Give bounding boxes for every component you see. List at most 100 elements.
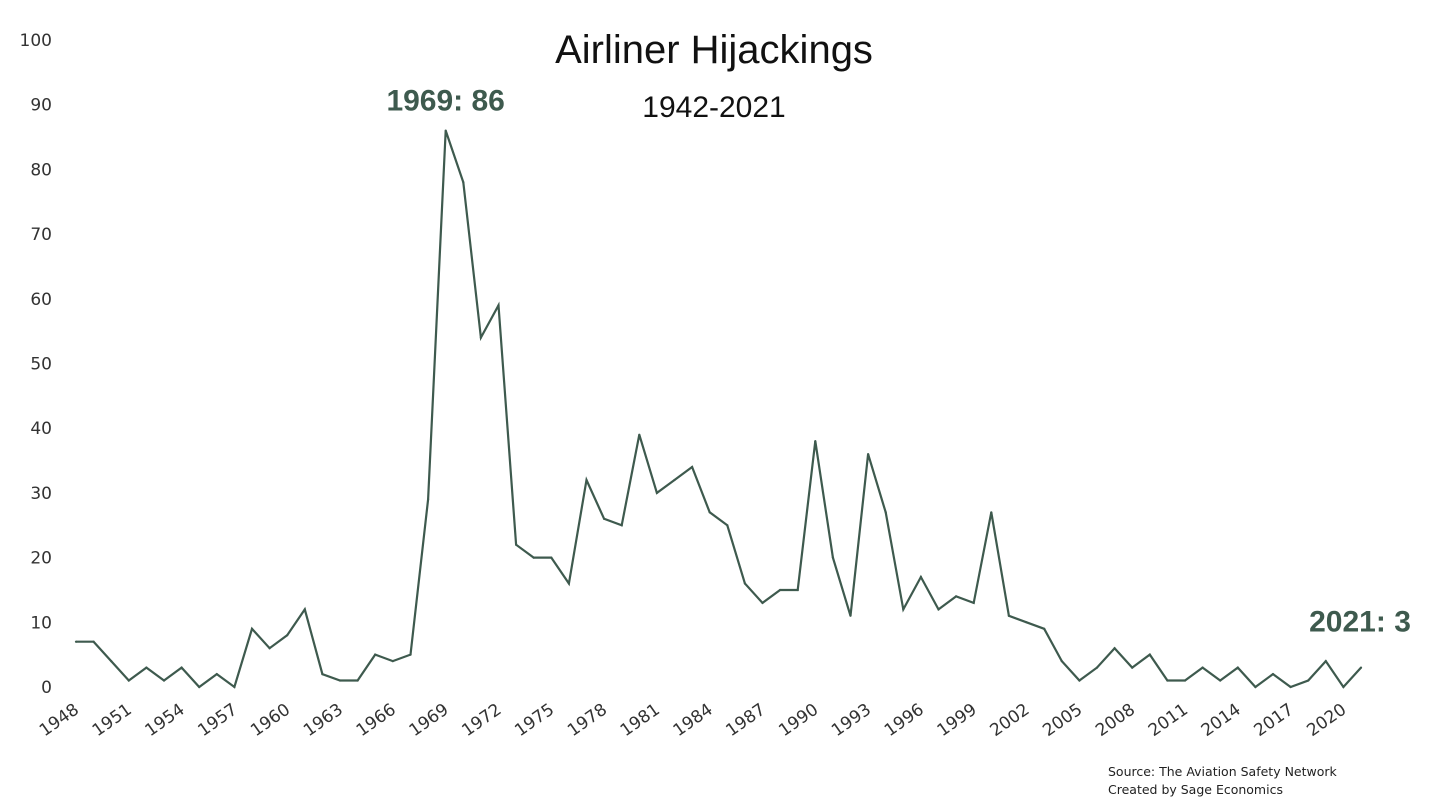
data-point <box>691 465 694 469</box>
x-tick-label: 1981 <box>617 700 664 741</box>
data-point <box>1201 666 1204 669</box>
data-point <box>1271 673 1275 676</box>
data-point <box>1060 660 1063 663</box>
y-tick-label: 70 <box>30 225 52 245</box>
data-point <box>1289 685 1292 689</box>
y-tick-label: 30 <box>30 484 52 504</box>
data-point <box>1254 685 1257 689</box>
data-point <box>74 640 78 643</box>
data-point <box>1078 679 1081 682</box>
data-point <box>1219 679 1222 682</box>
data-point <box>867 453 870 456</box>
data-point <box>1043 627 1046 630</box>
x-tick-label: 1987 <box>722 700 769 741</box>
data-point <box>127 679 130 682</box>
data-point <box>532 556 535 559</box>
data-point <box>444 129 447 132</box>
data-point <box>303 608 306 611</box>
x-tick-label: 1951 <box>89 700 136 741</box>
data-point <box>849 614 852 617</box>
chart-subtitle: 1942-2021 <box>642 91 785 124</box>
data-point <box>902 608 905 611</box>
x-tick-label: 2020 <box>1303 700 1350 741</box>
data-point <box>1359 666 1363 669</box>
x-tick-label: 1948 <box>36 700 83 741</box>
data-point <box>427 498 430 501</box>
data-point <box>638 433 641 436</box>
data-point <box>356 679 359 682</box>
data-point <box>374 653 377 656</box>
data-point <box>268 647 271 650</box>
x-tick-label: 1954 <box>142 700 189 741</box>
x-tick-label: 2011 <box>1145 700 1192 741</box>
data-point <box>321 673 324 676</box>
data-point <box>1007 614 1011 617</box>
x-tick-label: 1978 <box>564 700 611 741</box>
data-point <box>726 524 729 527</box>
data-point <box>497 304 500 307</box>
data-point <box>955 595 958 598</box>
source-note: Source: The Aviation Safety Network <box>1108 764 1338 779</box>
data-point <box>338 679 342 682</box>
data-point <box>1166 679 1169 682</box>
data-point <box>673 478 676 482</box>
data-point <box>1324 660 1327 663</box>
data-point <box>1307 679 1310 682</box>
data-point <box>1236 666 1239 669</box>
x-tick-label: 1969 <box>406 700 453 741</box>
x-tick-label: 1990 <box>775 700 822 741</box>
series-layer <box>74 129 1363 689</box>
data-point <box>180 666 183 669</box>
data-point <box>92 640 95 643</box>
data-point <box>708 511 711 514</box>
x-tick-label: 2014 <box>1198 700 1245 741</box>
data-point <box>391 660 394 663</box>
data-point <box>814 440 817 443</box>
annotation-label: 1969: 86 <box>386 85 504 118</box>
chart-title: Airliner Hijackings <box>555 28 873 72</box>
x-tick-label: 2002 <box>987 700 1034 741</box>
data-point <box>479 336 482 339</box>
data-point <box>1025 621 1028 624</box>
data-point <box>550 556 553 559</box>
data-point <box>779 588 782 592</box>
y-axis: 0 10 20 30 40 50 60 70 80 90 100 <box>20 31 52 698</box>
data-point <box>233 685 236 689</box>
y-tick-label: 100 <box>20 31 52 51</box>
data-point <box>198 685 201 689</box>
data-point <box>655 491 659 494</box>
data-point <box>162 679 166 682</box>
x-tick-label: 1966 <box>353 700 400 741</box>
x-tick-label: 2005 <box>1039 700 1086 741</box>
y-tick-label: 80 <box>30 160 52 180</box>
y-tick-label: 20 <box>30 549 52 569</box>
data-point <box>603 517 606 520</box>
y-tick-label: 50 <box>30 355 52 375</box>
data-point <box>1183 679 1187 682</box>
credit-note: Created by Sage Economics <box>1108 782 1283 797</box>
data-point <box>215 673 218 676</box>
data-point <box>919 575 923 579</box>
x-tick-label: 1984 <box>670 700 717 741</box>
data-point <box>1131 666 1134 669</box>
data-point <box>796 588 799 592</box>
data-point <box>567 582 571 585</box>
data-point <box>462 181 465 184</box>
y-tick-label: 0 <box>41 678 52 698</box>
y-tick-label: 40 <box>30 419 52 439</box>
annotation-label: 2021: 3 <box>1309 606 1411 639</box>
data-point <box>1148 653 1151 656</box>
y-tick-label: 10 <box>30 613 52 633</box>
data-point <box>286 634 289 637</box>
data-point <box>409 653 412 656</box>
x-tick-label: 1996 <box>881 700 928 741</box>
x-tick-label: 1993 <box>828 700 875 741</box>
data-point <box>937 608 940 611</box>
data-point <box>761 601 764 605</box>
x-tick-label: 2008 <box>1092 700 1139 741</box>
data-point <box>250 627 254 630</box>
y-tick-label: 90 <box>30 96 52 116</box>
x-tick-label: 1960 <box>247 700 294 741</box>
